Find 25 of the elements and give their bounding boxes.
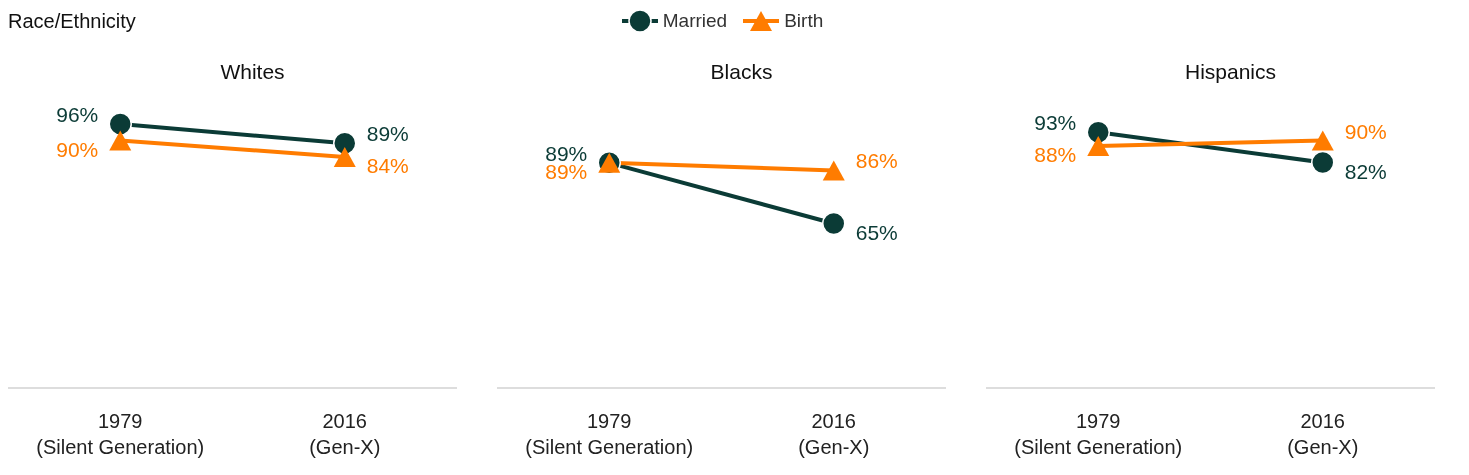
chart-title: Hispanics	[1183, 60, 1277, 84]
data-label: 82%	[1344, 159, 1387, 183]
data-label: 88%	[1034, 143, 1077, 166]
chart-title: Blacks	[709, 60, 774, 84]
x-tick-label: 1979 (Silent Generation)	[36, 410, 205, 458]
x-tick-label: 2016 (Gen-X)	[798, 410, 870, 458]
data-label: 65%	[855, 220, 898, 244]
data-label: 84%	[366, 154, 409, 177]
data-label: 90%	[56, 137, 99, 161]
x-tick-label: 1979 (Silent Generation)	[1014, 410, 1183, 458]
data-label: 96%	[56, 103, 99, 126]
point	[1311, 150, 1335, 175]
legend-label: Birth	[784, 10, 824, 32]
data-label: 93%	[1034, 111, 1077, 135]
point	[108, 112, 132, 136]
data-label: 86%	[855, 149, 898, 173]
x-tick-label: 2016 (Gen-X)	[309, 410, 381, 458]
legend-label: Married	[662, 10, 728, 32]
chart-title: Whites	[219, 60, 286, 84]
data-label: 90%	[1344, 119, 1387, 143]
x-tick-label: 1979 (Silent Generation)	[525, 410, 694, 458]
x-tick-label: 2016 (Gen-X)	[1287, 410, 1359, 458]
text: Race/Ethnicity	[8, 10, 136, 33]
data-label: 89%	[545, 141, 588, 165]
data-label: 89%	[366, 122, 409, 146]
